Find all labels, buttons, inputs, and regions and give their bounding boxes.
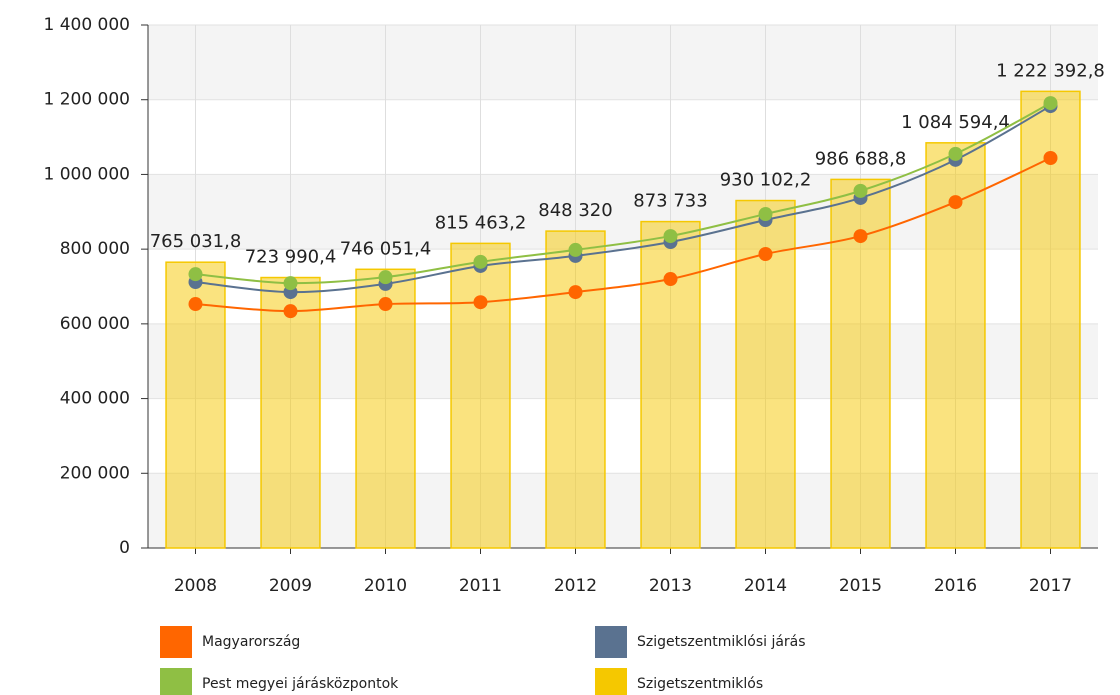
data-label: 848 320 — [538, 200, 612, 221]
line — [195, 157, 1051, 313]
data-label: 930 102,2 — [720, 170, 812, 191]
y-tick-label: 1 000 000 — [43, 164, 130, 184]
data-label: 873 733 — [633, 191, 707, 212]
point — [188, 267, 203, 282]
y-tick-label: 600 000 — [60, 314, 130, 334]
x-tick-label: 2017 — [1029, 576, 1072, 596]
data-label: 1 222 392,8 — [996, 60, 1105, 81]
x-tick-label: 2010 — [364, 576, 407, 596]
y-tick-label: 1 200 000 — [43, 90, 130, 110]
point — [188, 297, 203, 312]
data-label: 723 990,4 — [245, 247, 337, 268]
point — [568, 242, 583, 257]
x-tick-label: 2016 — [934, 576, 977, 596]
x-tick-label: 2015 — [839, 576, 882, 596]
y-tick-label: 800 000 — [60, 239, 130, 259]
plot-band — [148, 25, 1098, 100]
point — [663, 229, 678, 244]
line — [195, 105, 1051, 294]
y-tick-label: 0 — [119, 538, 130, 558]
data-label: 765 031,8 — [150, 231, 242, 252]
point — [283, 276, 298, 291]
bar — [260, 276, 321, 549]
legend-swatch — [595, 668, 627, 695]
y-tick-label: 200 000 — [60, 463, 130, 483]
legend-swatch — [160, 626, 192, 658]
point — [1043, 150, 1058, 165]
data-label: 746 051,4 — [340, 238, 432, 259]
data-label: 815 463,2 — [435, 212, 527, 233]
bar — [450, 242, 511, 549]
point — [283, 304, 298, 319]
point — [473, 295, 488, 310]
x-tick-label: 2008 — [174, 576, 217, 596]
x-tick-label: 2012 — [554, 576, 597, 596]
point — [1043, 96, 1058, 111]
x-tick-label: 2011 — [459, 576, 502, 596]
bar — [640, 220, 701, 549]
point — [853, 229, 868, 244]
data-label: 1 084 594,4 — [901, 112, 1010, 133]
y-tick-label: 1 400 000 — [43, 15, 130, 35]
x-tick-label: 2009 — [269, 576, 312, 596]
point — [378, 297, 393, 312]
legend-label: Pest megyei járásközpontok — [202, 676, 399, 692]
legend-label: Magyarország — [202, 634, 300, 650]
legend-label: Szigetszentmiklós — [637, 676, 763, 692]
legend-swatch — [160, 668, 192, 695]
point — [758, 207, 773, 222]
bar — [355, 268, 416, 549]
legend-swatch — [595, 626, 627, 658]
line — [195, 102, 1051, 285]
point — [568, 285, 583, 300]
point — [663, 272, 678, 287]
legend-label: Szigetszentmiklósi járás — [637, 634, 806, 650]
point — [758, 246, 773, 261]
point — [473, 254, 488, 269]
data-label: 986 688,8 — [815, 148, 907, 169]
y-tick-label: 400 000 — [60, 389, 130, 409]
point — [378, 270, 393, 285]
point — [948, 146, 963, 161]
x-tick-label: 2014 — [744, 576, 787, 596]
bar — [545, 230, 606, 549]
point — [853, 183, 868, 198]
x-tick-label: 2013 — [649, 576, 692, 596]
point — [948, 195, 963, 210]
